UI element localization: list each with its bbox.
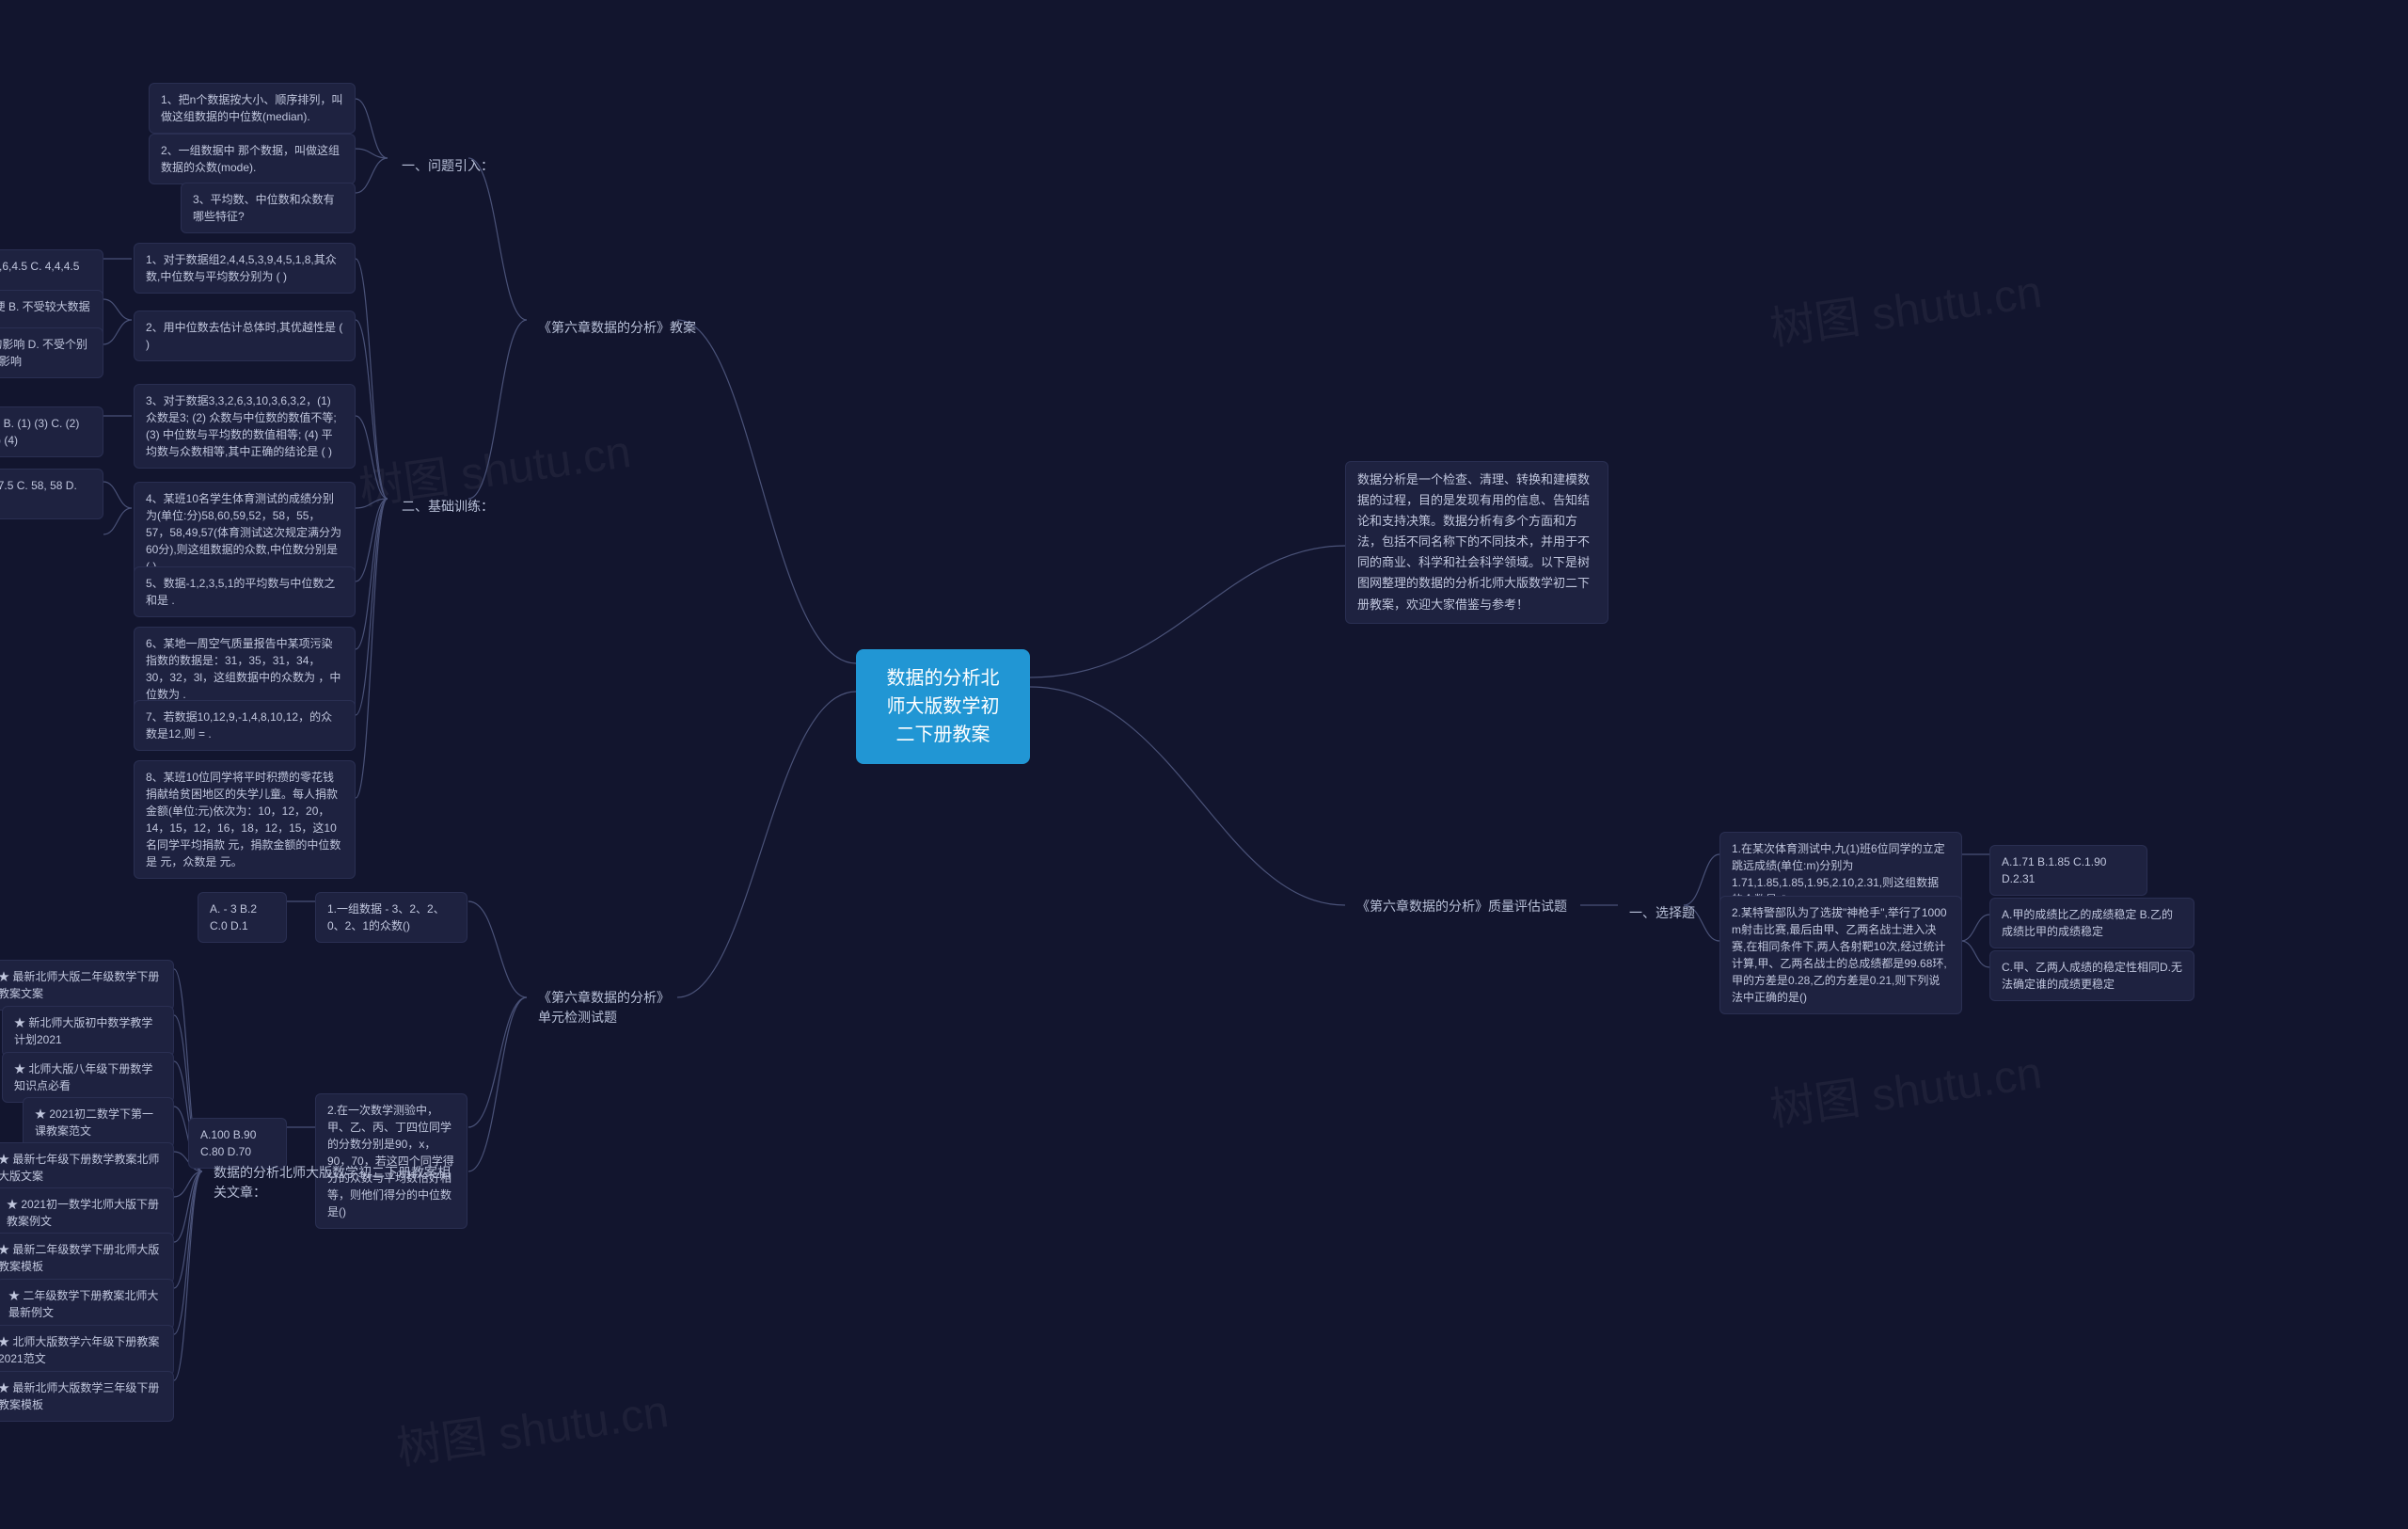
link-3[interactable]: ★ 北师大版八年级下册数学知识点必看: [2, 1052, 174, 1103]
unit-q1: 1.一组数据 - 3、2、2、0、2、1的众数(): [315, 892, 467, 943]
lesson-s2-q1: 1、对于数据组2,4,4,5,3,9,4,5,1,8,其众数,中位数与平均数分别…: [134, 243, 356, 294]
lesson-s2-q6: 6、某地一周空气质量报告中某项污染指数的数据是：31，35，31，34，30，3…: [134, 627, 356, 711]
lesson-s2-a2b: C. 不受较小数据的影响 D. 不受个别数据较大或较小的影响: [0, 327, 103, 378]
lesson-section1-title: 一、问题引入：: [390, 149, 505, 183]
link-6[interactable]: ★ 2021初一数学北师大版下册教案例文: [0, 1187, 174, 1238]
lesson-s2-a3: A. (1) B. (1) (3) C. (2) D. (2) (4): [0, 406, 103, 457]
branch-unit-title: 《第六章数据的分析》单元检测试题: [527, 980, 677, 1035]
intro-text: 数据分析是一个检查、清理、转换和建模数据的过程，目的是发现有用的信息、告知结论和…: [1345, 461, 1608, 624]
lesson-section2-title: 二、基础训练：: [390, 489, 505, 524]
lesson-s2-q3: 3、对于数据3,3,2,6,3,10,3,6,3,2，(1) 众数是3; (2)…: [134, 384, 356, 469]
lesson-s2-q5: 5、数据-1,2,3,5,1的平均数与中位数之和是 .: [134, 566, 356, 617]
quality-section-title: 一、选择题: [1618, 896, 1706, 931]
lesson-s2-q2: 2、用中位数去估计总体时,其优越性是 ( ): [134, 311, 356, 361]
lesson-s2-q7: 7、若数据10,12,9,-1,4,8,10,12，的众数是12,则 = .: [134, 700, 356, 751]
link-4[interactable]: ★ 2021初二数学下第一课教案范文: [23, 1097, 174, 1148]
link-8[interactable]: ★ 二年级数学下册教案北师大最新例文: [0, 1279, 174, 1330]
quality-a2b: C.甲、乙两人成绩的稳定性相同D.无法确定谁的成绩更稳定: [1989, 950, 2194, 1001]
watermark: 树图 shutu.cn: [1766, 254, 2046, 358]
link-10[interactable]: ★ 最新北师大版数学三年级下册教案模板: [0, 1371, 174, 1422]
link-9[interactable]: ★ 北师大版数学六年级下册教案2021范文: [0, 1325, 174, 1376]
quality-q2: 2.某特警部队为了选拔"神枪手",举行了1000 m射击比赛,最后由甲、乙两名战…: [1719, 896, 1962, 1014]
connector-lines: [0, 0, 2408, 1529]
center-node: 数据的分析北师大版数学初二下册教案: [856, 649, 1030, 764]
unit-related-title: 数据的分析北师大版数学初二下册教案相关文章：: [202, 1155, 466, 1210]
link-1[interactable]: ★ 最新北师大版二年级数学下册教案文案: [0, 960, 174, 1011]
quality-a2a: A.甲的成绩比乙的成绩稳定 B.乙的成绩比甲的成绩稳定: [1989, 898, 2194, 948]
link-7[interactable]: ★ 最新二年级数学下册北师大版教案模板: [0, 1233, 174, 1283]
lesson-s2-a4-pre: A. 58, 57.5 B. 57, 57.5 C. 58, 58 D. 58,…: [0, 469, 103, 519]
branch-lesson-title: 《第六章数据的分析》教案: [527, 311, 707, 345]
link-2[interactable]: ★ 新北师大版初中数学教学计划2021: [2, 1006, 174, 1057]
lesson-s1-item3: 3、平均数、中位数和众数有哪些特征?: [181, 183, 356, 233]
link-5[interactable]: ★ 最新七年级下册数学教案北师大版文案: [0, 1142, 174, 1193]
branch-quality-title: 《第六章数据的分析》质量评估试题: [1345, 889, 1580, 924]
lesson-s1-item2: 2、一组数据中 那个数据，叫做这组数据的众数(mode).: [149, 134, 356, 184]
unit-a1: A. - 3 B.2 C.0 D.1: [198, 892, 287, 943]
quality-a1: A.1.71 B.1.85 C.1.90 D.2.31: [1989, 845, 2147, 896]
watermark: 树图 shutu.cn: [392, 1374, 673, 1477]
watermark: 树图 shutu.cn: [1766, 1035, 2046, 1139]
lesson-s1-item1: 1、把n个数据按大小、顺序排列，叫做这组数据的中位数(median).: [149, 83, 356, 134]
lesson-s2-q8: 8、某班10位同学将平时积攒的零花钱捐献给贫困地区的失学儿童。每人捐款金额(单位…: [134, 760, 356, 879]
